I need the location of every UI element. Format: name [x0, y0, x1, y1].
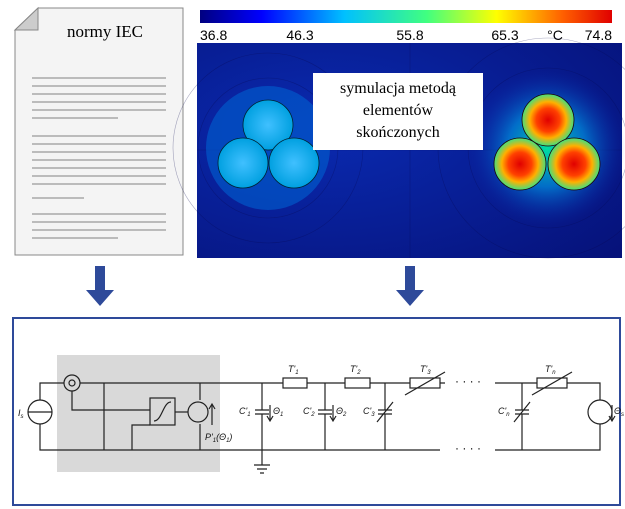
label-part: T'	[420, 364, 427, 374]
arrows	[86, 266, 424, 306]
colorbar-tick: 74.8	[585, 27, 612, 43]
colorbar	[200, 10, 612, 23]
subscript: 1	[280, 412, 283, 418]
subscript: 1	[295, 370, 298, 376]
label-part: T'	[288, 364, 295, 374]
circuit-label: Θ2	[336, 406, 347, 418]
subscript: n	[506, 412, 510, 418]
label-part: C'	[239, 406, 247, 416]
subscript: s	[21, 414, 24, 420]
label-part: (Θ	[216, 432, 226, 442]
circuit-label: T'3	[420, 364, 431, 376]
circuit-label: C'3	[363, 406, 375, 418]
label-part: I	[18, 408, 21, 418]
label-part: Θ	[273, 406, 280, 416]
subscript: 2	[310, 412, 315, 418]
circuit-label: C'1	[239, 406, 251, 418]
colorbar-tick: 36.8	[200, 27, 227, 43]
circuit-label: C'n	[498, 406, 510, 418]
subscript: 2	[342, 412, 347, 418]
subscript: n	[552, 370, 556, 376]
subscript: 1	[213, 438, 216, 444]
circuit-label: P'1(Θ1)	[205, 432, 232, 444]
subscript: 2	[356, 370, 361, 376]
circuit-label: T'2	[350, 364, 361, 376]
label-part: )	[228, 432, 232, 442]
circuit: · · · · · · · · IsP'1(Θ1)C'1 Θ1T'1C'2 Θ2T'…	[12, 317, 624, 506]
continuation-dots: · · · ·	[455, 441, 481, 455]
label-box	[313, 73, 483, 150]
label-part: Θ	[614, 406, 621, 416]
document-title: normy IEC	[67, 22, 143, 41]
colorbar-tick: 55.8	[396, 27, 423, 43]
thermal-image: 36.8 46.3 55.8 65.3 74.8°C symulacja metodą …	[172, 10, 625, 259]
sim-label: symulacja metodą	[340, 80, 457, 97]
subscript: 3	[371, 412, 375, 418]
subscript: s	[621, 412, 624, 418]
sim-label: skończonych	[356, 124, 440, 141]
circuit-label: C'2	[303, 406, 315, 418]
colorbar-tick: 46.3	[286, 27, 313, 43]
circuit-label: Θs	[614, 406, 624, 418]
label-part: T'	[350, 364, 357, 374]
document-icon: normy IEC	[13, 6, 184, 256]
continuation-dots: · · · ·	[455, 374, 481, 388]
label-part: C'	[363, 406, 371, 416]
colorbar-tick: 65.3	[491, 27, 518, 43]
sim-label: elementów	[363, 102, 434, 119]
subscript: 1	[226, 438, 229, 444]
label-part: T'	[545, 364, 552, 374]
circuit-label: T'n	[545, 364, 556, 376]
colorbar-unit: °C	[547, 27, 563, 43]
label-part: C'	[303, 406, 311, 416]
subscript: 1	[247, 412, 250, 418]
label-part: C'	[498, 406, 506, 416]
label-part: P'	[205, 432, 213, 442]
circuit-label: Θ1	[273, 406, 283, 418]
label-part: Θ	[336, 406, 343, 416]
circuit-label: T'1	[288, 364, 299, 376]
subscript: 3	[427, 370, 431, 376]
circuit-label: Is	[18, 408, 24, 420]
